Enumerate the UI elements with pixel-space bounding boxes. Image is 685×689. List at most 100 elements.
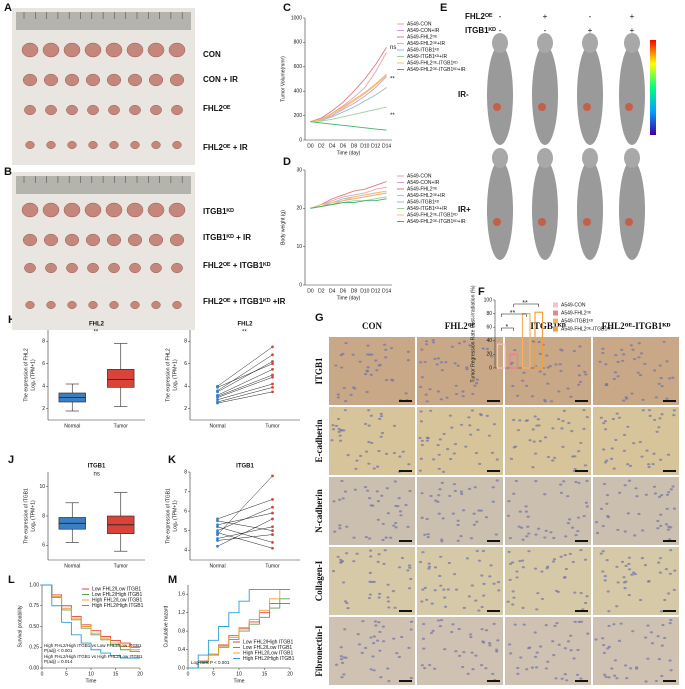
nucleus — [454, 588, 459, 591]
nucleus — [339, 655, 343, 658]
nucleus — [485, 347, 490, 351]
nucleus — [355, 459, 359, 462]
nucleus — [429, 631, 434, 635]
signal — [493, 103, 501, 111]
nucleus — [443, 648, 447, 651]
nucleus — [490, 451, 495, 454]
nucleus — [425, 439, 430, 442]
y-tick-label: 0.00 — [29, 665, 39, 671]
nucleus — [525, 384, 529, 387]
nucleus — [357, 643, 362, 646]
photo — [12, 8, 195, 165]
nucleus — [447, 561, 451, 565]
nucleus — [550, 400, 554, 403]
y-tick-label: 20 — [296, 206, 302, 212]
nucleus — [495, 648, 499, 651]
series-line — [310, 121, 387, 131]
nucleus — [606, 647, 610, 650]
x-tick-label: Tumor — [265, 423, 280, 429]
nucleus — [653, 492, 658, 495]
tumor — [169, 73, 185, 87]
nucleus — [434, 499, 438, 502]
pair-line — [217, 369, 273, 396]
x-tick-label: D8 — [351, 288, 358, 294]
nucleus — [599, 552, 603, 555]
nucleus — [366, 489, 370, 492]
series-line — [310, 106, 387, 123]
nucleus — [578, 380, 583, 384]
nucleus — [519, 656, 523, 659]
nucleus — [418, 560, 423, 564]
nucleus — [577, 364, 581, 367]
nucleus — [650, 642, 655, 645]
nucleus — [433, 589, 437, 592]
nucleus — [422, 622, 426, 626]
nucleus — [419, 410, 423, 413]
nucleus — [438, 625, 442, 628]
nucleus — [518, 559, 522, 563]
nucleus — [488, 642, 492, 645]
nucleus — [526, 525, 530, 528]
nucleus — [437, 512, 441, 515]
mouse-head — [624, 148, 640, 168]
nucleus — [627, 556, 631, 559]
nucleus — [562, 480, 566, 483]
nucleus — [601, 570, 605, 573]
panel-label: B — [4, 166, 12, 178]
nucleus — [426, 536, 430, 539]
nucleus — [409, 620, 414, 623]
nucleus — [461, 509, 466, 512]
nucleus — [582, 427, 586, 430]
nucleus — [638, 598, 643, 602]
nucleus — [460, 492, 464, 495]
x-tick-label: 10 — [236, 671, 242, 677]
nucleus — [491, 486, 495, 489]
tumor — [109, 141, 119, 149]
nucleus — [601, 550, 605, 553]
nucleus — [543, 436, 548, 439]
tumor — [172, 141, 182, 149]
nucleus — [420, 376, 424, 379]
legend-entry: A549-FHL2ᴼᴱ — [561, 310, 591, 316]
nucleus — [345, 601, 349, 605]
nucleus — [339, 658, 344, 661]
nucleus — [340, 366, 344, 369]
annotation: ** — [390, 77, 395, 83]
nucleus — [368, 353, 372, 356]
nucleus — [479, 509, 483, 512]
nucleus — [459, 490, 463, 493]
tumor — [63, 202, 81, 218]
nucleus — [606, 515, 611, 519]
nucleus — [624, 396, 628, 399]
nucleus — [514, 479, 518, 483]
y-tick-label: 30 — [296, 167, 302, 173]
nucleus — [439, 398, 443, 401]
nucleus — [337, 430, 341, 433]
pair-line — [217, 354, 273, 391]
nucleus — [490, 355, 494, 358]
x-tick-label: Normal — [64, 563, 80, 569]
y-tick-label: 6 — [42, 361, 45, 367]
nucleus — [398, 455, 402, 458]
nucleus — [389, 347, 394, 350]
y-axis-label: Log₂ (TPM+1) — [172, 500, 178, 532]
nucleus — [602, 448, 606, 451]
nucleus — [647, 463, 651, 466]
nucleus — [549, 531, 553, 534]
nucleus — [569, 395, 573, 398]
nucleus — [599, 416, 603, 419]
nucleus — [632, 571, 636, 574]
point — [271, 385, 274, 389]
nucleus — [663, 598, 667, 602]
tumor — [22, 233, 38, 247]
nucleus — [339, 429, 343, 432]
nucleus — [641, 529, 645, 532]
mouse — [577, 45, 603, 145]
nucleus — [437, 467, 441, 470]
nucleus — [440, 369, 444, 372]
nucleus — [420, 348, 424, 351]
legend-entry: Low FHL2/Low ITGB1 — [92, 586, 141, 592]
nucleus — [534, 480, 538, 483]
nucleus — [530, 395, 535, 398]
nucleus — [488, 644, 492, 647]
